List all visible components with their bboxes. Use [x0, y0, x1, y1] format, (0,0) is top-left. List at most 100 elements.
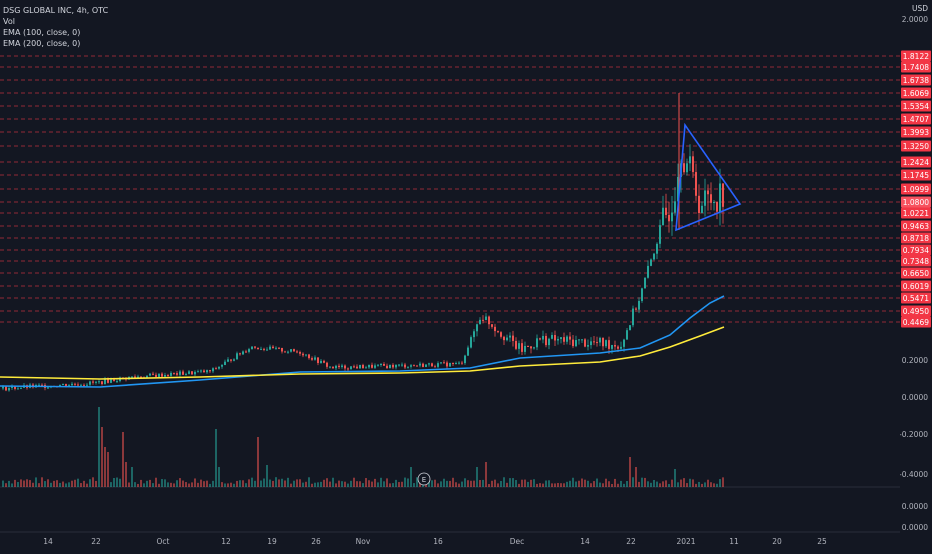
volume-bar: [11, 483, 13, 487]
volume-bar: [455, 482, 457, 487]
time-axis-label: 12: [221, 537, 231, 546]
candle-body: [542, 335, 544, 340]
volume-bar: [2, 480, 4, 487]
volume-bar: [92, 477, 94, 487]
candle-body: [251, 346, 253, 350]
candle-body: [230, 359, 232, 361]
candle-body: [302, 353, 304, 356]
volume-bar: [464, 478, 466, 487]
candle-body: [365, 367, 367, 369]
earnings-marker: [417, 472, 431, 486]
volume-bar: [623, 483, 625, 487]
volume-bar: [239, 480, 241, 487]
candle-body: [89, 381, 91, 385]
volume-bar: [443, 478, 445, 487]
volume-bar: [329, 481, 331, 487]
volume-bar: [473, 480, 475, 487]
volume-bar: [593, 481, 595, 487]
price-axis[interactable]: 2.0000 0.2000 0.0000 -0.2000 -0.4000 0.0000 0.…: [899, 0, 932, 550]
volume-bar: [305, 481, 307, 487]
volume-bar: [515, 480, 517, 487]
symbol-title[interactable]: DSG GLOBAL INC, 4h, OTC: [3, 6, 109, 15]
volume-bar: [440, 481, 442, 487]
candle-body: [683, 163, 685, 173]
volume-bar: [53, 480, 55, 487]
candle-body: [677, 176, 679, 202]
volume-bar: [131, 467, 133, 487]
volume-bar: [719, 479, 721, 487]
candle-body: [476, 324, 478, 332]
volume-bar: [179, 478, 181, 487]
candle-body: [599, 337, 601, 343]
candle-body: [245, 351, 247, 353]
candle-body: [68, 385, 70, 387]
candle-body: [137, 376, 139, 378]
volume-indicator-label[interactable]: Vol: [3, 17, 15, 26]
volume-bar: [707, 479, 709, 487]
candle-body: [722, 183, 724, 207]
candle-body: [623, 339, 625, 347]
ema100-indicator-label[interactable]: EMA (100, close, 0): [3, 28, 81, 37]
candle-body: [395, 364, 397, 368]
candle-body: [665, 207, 667, 215]
volume-bar: [590, 483, 592, 487]
volume-bar: [71, 480, 73, 487]
volume-bar: [242, 480, 244, 487]
candle-body: [233, 359, 235, 361]
chart-pane[interactable]: E 14 22 Oct 12 19 26 Nov 16 Dec 14 22 2021 11 20 25 DSG…: [0, 0, 900, 550]
candle-body: [452, 362, 454, 364]
candle-body: [608, 340, 610, 349]
volume-bar: [59, 482, 61, 487]
candle-body: [506, 337, 508, 341]
candle-body: [584, 339, 586, 347]
candle-body: [257, 347, 259, 350]
level-label-box: [901, 87, 931, 99]
volume-bar: [272, 480, 274, 487]
volume-bar: [380, 477, 382, 487]
ema200-indicator-label[interactable]: EMA (200, close, 0): [3, 39, 81, 48]
time-axis-label: 26: [311, 537, 321, 546]
volume-bar: [668, 483, 670, 487]
volume-bar: [47, 479, 49, 487]
candle-body: [368, 364, 370, 368]
candle-body: [236, 353, 238, 360]
volume-bar: [698, 481, 700, 487]
level-label-box: [901, 140, 931, 152]
level-label: 1.2424: [903, 158, 929, 167]
price-chart[interactable]: E 14 22 Oct 12 19 26 Nov 16 Dec 14 22 2021 11 20 25: [0, 0, 900, 550]
time-axis-label: 11: [729, 537, 739, 546]
level-label-box: [901, 292, 931, 304]
candle-body: [389, 364, 391, 369]
volume-bar: [182, 480, 184, 487]
volume-bar: [296, 479, 298, 487]
time-axis-label: 14: [43, 537, 53, 546]
volume-bar: [716, 483, 718, 487]
candle-body: [299, 352, 301, 354]
volume-bar: [689, 478, 691, 487]
volume-bar: [695, 483, 697, 487]
level-label: 1.6069: [903, 89, 929, 98]
volume-bar: [227, 483, 229, 487]
volume-bar: [17, 482, 19, 487]
time-axis-label: 2021: [676, 537, 695, 546]
volume-bar: [86, 483, 88, 487]
volume-bar: [479, 480, 481, 487]
volume-bar: [95, 480, 97, 487]
candle-body: [650, 259, 652, 266]
volume-bar: [710, 482, 712, 487]
level-label: 1.0221: [903, 209, 929, 218]
level-label: 1.0800: [903, 198, 929, 207]
volume-bar: [605, 478, 607, 487]
volume-bar: [80, 483, 82, 487]
candle-body: [149, 373, 151, 376]
candle-body: [86, 384, 88, 386]
volume-bar: [662, 481, 664, 487]
candle-body: [545, 335, 547, 346]
volume-bar: [713, 483, 715, 487]
volume-bar: [608, 481, 610, 487]
candle-body: [329, 366, 331, 368]
candle-body: [509, 335, 511, 338]
volume-bar: [281, 478, 283, 487]
level-label: 1.3250: [903, 142, 929, 151]
price-scale-top: 2.0000: [902, 15, 928, 24]
